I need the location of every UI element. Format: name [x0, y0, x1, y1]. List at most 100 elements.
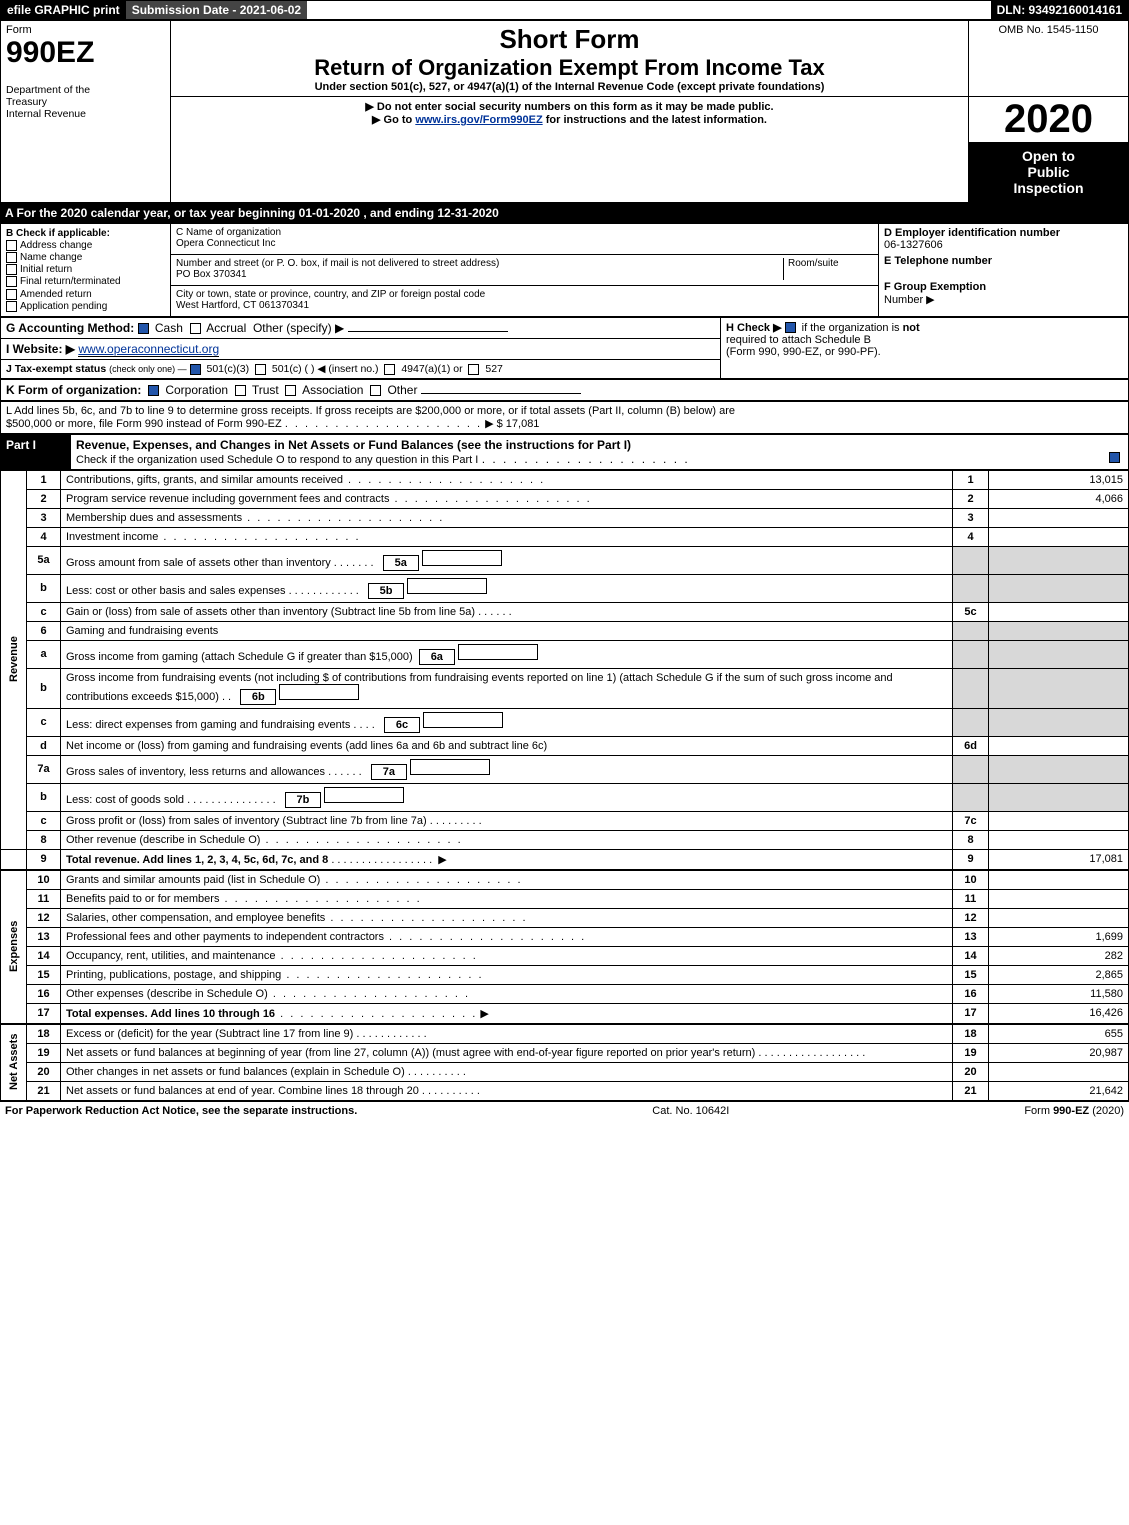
- line-ref: 5c: [953, 602, 989, 621]
- box-h-text1: if the organization is: [802, 322, 903, 334]
- box-c-street: Number and street (or P. O. box, if mail…: [171, 254, 879, 285]
- website-link[interactable]: www.operaconnecticut.org: [78, 342, 219, 357]
- chk-accrual[interactable]: [190, 323, 201, 334]
- dept-line2: Treasury: [6, 96, 165, 108]
- chk-4947[interactable]: [384, 364, 395, 375]
- line-ref-shaded: [953, 546, 989, 574]
- footer-right: Form 990-EZ (2020): [1024, 1105, 1124, 1117]
- line-desc: Benefits paid to or for members: [61, 889, 953, 908]
- expenses-section-label: Expenses: [1, 870, 27, 1023]
- chk-trust[interactable]: [235, 385, 246, 396]
- notice-pre: ▶ Go to: [372, 114, 415, 126]
- line-amount-shaded: [989, 755, 1129, 783]
- line-ref: 16: [953, 984, 989, 1003]
- footer-center: Cat. No. 10642I: [652, 1105, 729, 1117]
- omb-number: OMB No. 1545-1150: [974, 24, 1123, 36]
- tax-year: 2020: [969, 97, 1128, 142]
- chk-schedule-b[interactable]: [785, 322, 796, 333]
- revenue-table: Revenue 1 Contributions, gifts, grants, …: [0, 470, 1129, 870]
- efile-print-button[interactable]: efile GRAPHIC print: [1, 1, 126, 19]
- open-line2: Public: [975, 164, 1122, 180]
- line-amount: 4,066: [989, 489, 1129, 508]
- box-j-label: J Tax-exempt status: [6, 363, 106, 375]
- box-i-label: I Website: ▶: [6, 342, 75, 356]
- netassets-section-label: Net Assets: [1, 1024, 27, 1100]
- open-line1: Open to: [975, 148, 1122, 164]
- line-desc: Total revenue. Add lines 1, 2, 3, 4, 5c,…: [61, 849, 953, 869]
- line-ref: 18: [953, 1024, 989, 1043]
- room-label: Room/suite: [783, 258, 873, 280]
- submission-date: Submission Date - 2021-06-02: [126, 1, 307, 19]
- line-amount-shaded: [989, 783, 1129, 811]
- chk-amended[interactable]: Amended return: [6, 289, 165, 300]
- line-num: 6: [27, 621, 61, 640]
- inner-ref: 7b: [285, 792, 321, 808]
- irs-link[interactable]: www.irs.gov/Form990EZ: [415, 114, 542, 126]
- short-form-title: Short Form: [176, 24, 963, 55]
- line-amount: [989, 508, 1129, 527]
- line-ref: 9: [953, 849, 989, 869]
- line-ref-shaded: [953, 755, 989, 783]
- line-desc: Occupancy, rent, utilities, and maintena…: [61, 946, 953, 965]
- section-a-header: A For the 2020 calendar year, or tax yea…: [0, 203, 1129, 223]
- chk-corporation[interactable]: [148, 385, 159, 396]
- line-ref: 8: [953, 830, 989, 849]
- box-c-name: C Name of organization Opera Connecticut…: [171, 224, 879, 255]
- line-ref: 12: [953, 908, 989, 927]
- line-ref: 6d: [953, 736, 989, 755]
- line-desc: Program service revenue including govern…: [61, 489, 953, 508]
- part1-heading-text: Revenue, Expenses, and Changes in Net As…: [76, 438, 631, 452]
- line-amount: 21,642: [989, 1081, 1129, 1100]
- return-title: Return of Organization Exempt From Incom…: [176, 55, 963, 81]
- box-l-amount: $ 17,081: [497, 418, 540, 430]
- line-desc: Gain or (loss) from sale of assets other…: [61, 602, 953, 621]
- line-num: 10: [27, 870, 61, 889]
- line-amount-shaded: [989, 708, 1129, 736]
- opt-assoc: Association: [302, 383, 363, 397]
- line-amount: [989, 811, 1129, 830]
- chk-cash[interactable]: [138, 323, 149, 334]
- chk-527[interactable]: [468, 364, 479, 375]
- chk-other-org[interactable]: [370, 385, 381, 396]
- line-num: 20: [27, 1062, 61, 1081]
- netassets-table: Net Assets 18 Excess or (deficit) for th…: [0, 1024, 1129, 1101]
- opt-4947: 4947(a)(1) or: [401, 363, 462, 375]
- line-ref: 19: [953, 1043, 989, 1062]
- chk-name-change[interactable]: Name change: [6, 252, 165, 263]
- chk-schedule-o[interactable]: [1109, 452, 1120, 463]
- chk-application-pending[interactable]: Application pending: [6, 301, 165, 312]
- line-desc: Salaries, other compensation, and employ…: [61, 908, 953, 927]
- line-desc: Gross sales of inventory, less returns a…: [61, 755, 953, 783]
- line-desc: Less: cost or other basis and sales expe…: [61, 574, 953, 602]
- opt-501c3: 501(c)(3): [207, 363, 250, 375]
- chk-address-change[interactable]: Address change: [6, 240, 165, 251]
- line-num: 5a: [27, 546, 61, 574]
- line-amount: [989, 908, 1129, 927]
- line-amount-shaded: [989, 621, 1129, 640]
- box-def: D Employer identification number 06-1327…: [879, 224, 1129, 317]
- chk-final-return[interactable]: Final return/terminated: [6, 276, 165, 287]
- box-g: G Accounting Method: Cash Accrual Other …: [1, 317, 721, 338]
- chk-501c3[interactable]: [190, 364, 201, 375]
- accrual-label: Accrual: [206, 321, 246, 335]
- under-section: Under section 501(c), 527, or 4947(a)(1)…: [176, 81, 963, 93]
- line-num: 2: [27, 489, 61, 508]
- street-value: PO Box 370341: [176, 269, 783, 280]
- line-amount: [989, 736, 1129, 755]
- part1-header-table: Part I Revenue, Expenses, and Changes in…: [0, 434, 1129, 470]
- org-name: Opera Connecticut Inc: [176, 238, 873, 249]
- line-num: c: [27, 811, 61, 830]
- chk-initial-return[interactable]: Initial return: [6, 264, 165, 275]
- line-amount: 16,426: [989, 1003, 1129, 1023]
- line-amount: [989, 830, 1129, 849]
- line-amount: 1,699: [989, 927, 1129, 946]
- chk-association[interactable]: [285, 385, 296, 396]
- chk-501c[interactable]: [255, 364, 266, 375]
- line-desc: Other revenue (describe in Schedule O): [61, 830, 953, 849]
- opt-other: Other: [387, 383, 417, 397]
- box-l-text1: L Add lines 5b, 6c, and 7b to line 9 to …: [6, 405, 735, 417]
- line-num: 12: [27, 908, 61, 927]
- line-ref: 15: [953, 965, 989, 984]
- other-label: Other (specify) ▶: [253, 321, 344, 335]
- line-ref-shaded: [953, 574, 989, 602]
